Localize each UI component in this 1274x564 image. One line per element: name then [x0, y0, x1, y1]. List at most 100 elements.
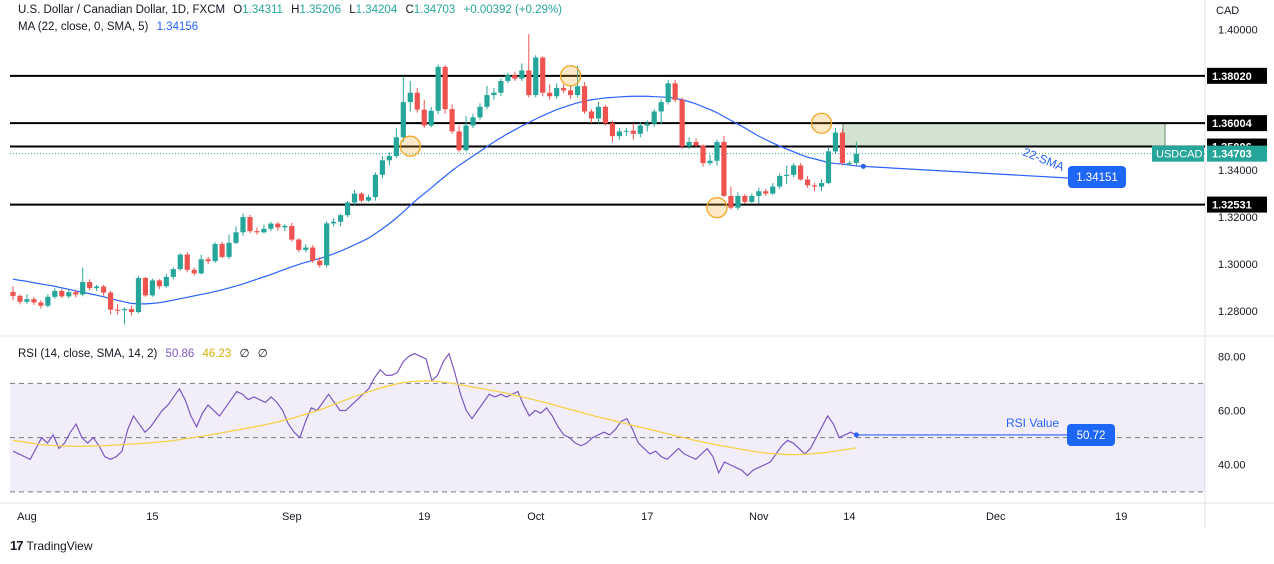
candle-body	[728, 195, 734, 208]
candle-body	[686, 141, 692, 147]
low-label: L	[349, 4, 356, 16]
candle-body	[588, 111, 595, 119]
rsi-badge-bg	[1067, 424, 1115, 446]
candle-body	[435, 66, 441, 111]
candle-body	[784, 174, 790, 176]
candle-body	[798, 165, 804, 180]
rsi-legend[interactable]: RSI (14, close, SMA, 14, 2) 50.86 46.23 …	[18, 346, 273, 360]
candle-body	[17, 295, 23, 302]
candle-body	[268, 223, 274, 229]
candle-body	[296, 239, 302, 250]
sma-badge-bg	[1068, 166, 1126, 188]
level-label: 1.38020	[1212, 71, 1252, 83]
candle-body	[282, 225, 288, 228]
candle-body	[73, 292, 79, 295]
candle-body	[770, 186, 776, 194]
tradingview-footer[interactable]: 17 TradingView	[10, 538, 93, 553]
symbol-title[interactable]: U.S. Dollar / Canadian Dollar, 1D, FXCM	[18, 4, 226, 16]
tradingview-logo-icon: 17	[10, 538, 24, 553]
candle-body	[735, 195, 741, 208]
candle-body	[365, 197, 372, 201]
time-tick-label: Nov	[749, 511, 769, 523]
candle-body	[749, 195, 755, 202]
currency-label: CAD	[1216, 5, 1239, 17]
candle-body	[31, 299, 37, 303]
candle-body	[574, 86, 581, 96]
time-tick-label: Dec	[986, 511, 1006, 523]
sma-line	[12, 95, 864, 305]
candle-body	[303, 247, 309, 250]
rsi-value: 50.86	[165, 348, 195, 360]
candle-body	[839, 132, 846, 164]
candle-body	[637, 125, 643, 134]
candle-body	[763, 191, 769, 194]
candle-body	[149, 280, 155, 296]
price-badge-value: 1.34703	[1212, 149, 1252, 161]
candle-body	[846, 162, 852, 164]
high-value: 1.35206	[299, 4, 342, 16]
candle-body	[825, 151, 832, 184]
candle-body	[393, 137, 399, 157]
candle-body	[94, 286, 100, 289]
candle-body	[324, 223, 330, 266]
candle-body	[233, 232, 239, 243]
candle-body	[644, 123, 650, 126]
candle-body	[87, 282, 93, 289]
level-label-bg	[1207, 67, 1267, 84]
candle-body	[275, 223, 281, 228]
candle-body	[533, 57, 539, 96]
low-value: 1.34204	[355, 4, 398, 16]
ma-value: 1.34156	[156, 21, 199, 33]
candle-body	[114, 309, 121, 311]
swing-circle-marker	[559, 65, 582, 87]
rsi-tick-label: 40.00	[1218, 460, 1246, 472]
rsi-ma-line	[12, 380, 857, 456]
time-tick-label: 19	[1115, 511, 1127, 523]
candle-body	[184, 254, 190, 270]
candle-body	[52, 290, 58, 297]
open-value: 1.34311	[242, 4, 283, 16]
candle-body	[163, 276, 169, 287]
candle-body	[407, 92, 413, 103]
candle-body	[616, 131, 622, 137]
candle-body	[554, 88, 560, 97]
price-tick-label: 1.34000	[1218, 165, 1258, 177]
sma-arrow-dot	[860, 163, 866, 169]
price-badge-bg	[1207, 145, 1267, 162]
candle-body	[212, 244, 218, 262]
candle-body	[505, 75, 511, 81]
ma-legend[interactable]: MA (22, close, 0, SMA, 5) 1.34156	[18, 21, 203, 33]
candle-body	[121, 309, 128, 311]
candle-body	[811, 185, 818, 187]
symbol-badge-bg	[1152, 145, 1204, 162]
sma-arrow-line	[863, 165, 1069, 179]
candle-body	[853, 153, 859, 163]
candle-body	[658, 102, 664, 112]
candle-body	[791, 165, 797, 175]
candle-body	[421, 109, 427, 126]
candle-body	[317, 260, 323, 266]
sma-annotation: 22-SMA	[1021, 145, 1066, 174]
candle-body	[10, 291, 16, 296]
brand-label: TradingView	[26, 538, 93, 553]
candle-body	[414, 92, 420, 110]
rsi-arrow-dot	[853, 432, 859, 438]
symbol-header: U.S. Dollar / Canadian Dollar, 1D, FXCM …	[18, 4, 567, 16]
candle-body	[602, 106, 609, 124]
candle-body	[519, 70, 525, 79]
candle-body	[289, 225, 295, 240]
candle-body	[540, 57, 546, 93]
rsi-line	[12, 352, 857, 477]
candle-body	[80, 282, 86, 295]
zone-rectangle	[842, 122, 1166, 148]
candle-body	[128, 309, 135, 313]
candle-body	[337, 215, 344, 222]
candle-body	[45, 296, 51, 306]
time-tick-label: 15	[146, 511, 158, 523]
swing-circle-marker	[706, 197, 728, 219]
candle-body	[595, 106, 602, 119]
candle-body	[101, 286, 107, 293]
candle-body	[107, 292, 114, 310]
price-tick-label: 1.32000	[1218, 212, 1258, 224]
candle-body	[623, 130, 629, 132]
